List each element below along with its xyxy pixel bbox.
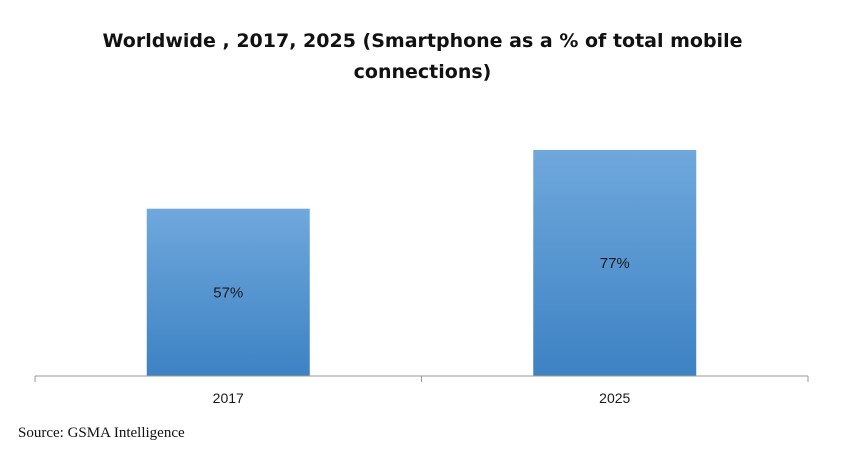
source-note: Source: GSMA Intelligence <box>18 425 185 441</box>
x-tick-label-2017: 2017 <box>213 390 244 406</box>
bar-2017 <box>146 208 310 376</box>
x-tick-label-2025: 2025 <box>599 390 630 406</box>
data-label-2025: 77% <box>600 255 630 272</box>
chart-title: Worldwide , 2017, 2025 (Smartphone as a … <box>102 30 743 83</box>
bar-2025 <box>533 150 697 376</box>
data-label-2017: 57% <box>213 284 243 301</box>
